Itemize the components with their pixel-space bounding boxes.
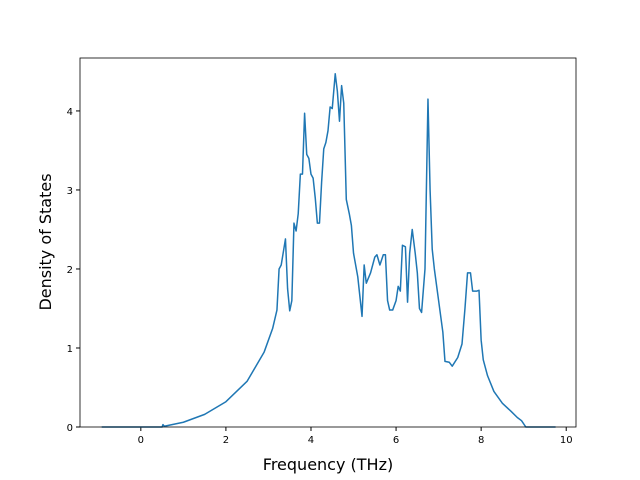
line — [101, 73, 556, 428]
y-tick-label: 1 — [67, 344, 73, 355]
x-axis-label: Frequency (THz) — [263, 455, 393, 474]
x-tick-label: 10 — [560, 435, 573, 446]
x-tick-label: 0 — [138, 435, 144, 446]
y-tick-label: 3 — [67, 186, 73, 197]
y-tick-label: 0 — [67, 423, 73, 434]
y-tick-label: 4 — [67, 107, 73, 118]
x-tick-label: 6 — [393, 435, 399, 446]
x-tick-label: 4 — [308, 435, 314, 446]
x-tick-label: 2 — [223, 435, 229, 446]
y-axis-label: Density of States — [36, 173, 55, 310]
y-tick-label: 2 — [67, 265, 73, 276]
axes-frame — [79, 57, 577, 428]
x-tick-label: 8 — [478, 435, 484, 446]
